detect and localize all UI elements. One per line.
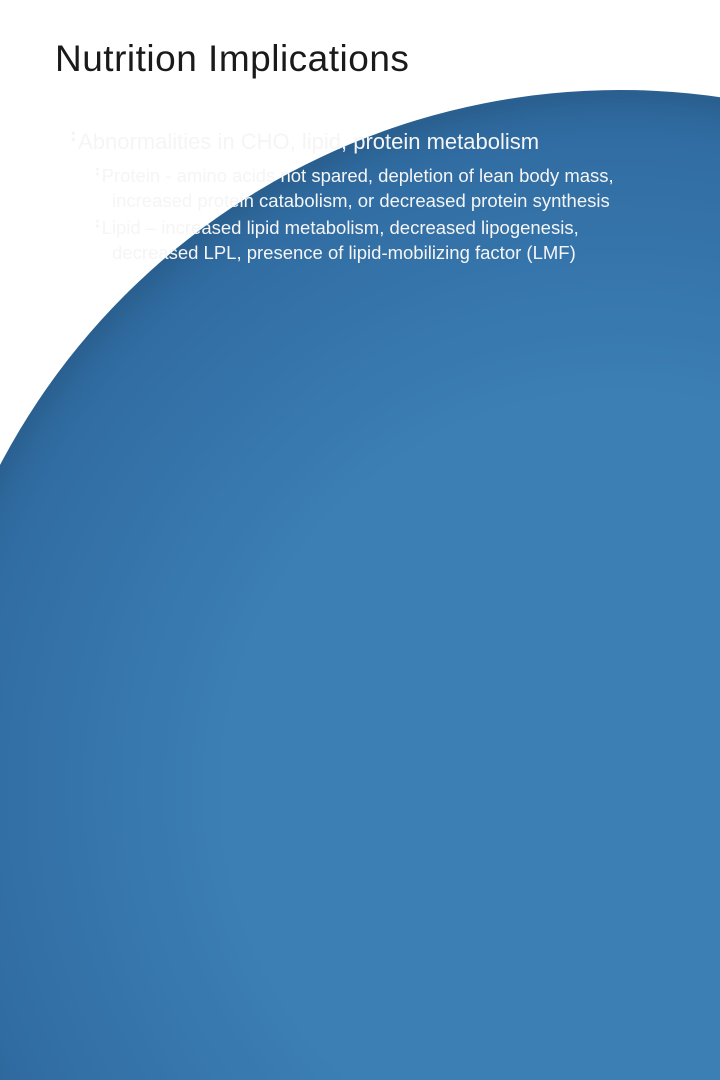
slide-title: Nutrition Implications [55,38,409,80]
bullet-text: Protein - amino acids not spared, deplet… [102,165,614,211]
bullet-level1: ⠘Abnormalities in CHO, lipid, protein me… [62,128,670,156]
bullet-level2: ⠘Protein - amino acids not spared, deple… [88,164,670,212]
bullet-icon: ⠘ [62,129,78,154]
bullet-level2: ⠘Lipid – increased lipid metabolism, dec… [88,216,670,264]
bullet-text: Abnormalities in CHO, lipid, protein met… [78,129,539,154]
bullet-icon: ⠘ [88,219,102,239]
slide-body: ⠘Abnormalities in CHO, lipid, protein me… [62,128,670,268]
bullet-text: Lipid – increased lipid metabolism, decr… [102,217,579,263]
slide-container: Nutrition Implications ⠘Abnormalities in… [0,0,720,540]
bullet-icon: ⠘ [88,167,102,187]
